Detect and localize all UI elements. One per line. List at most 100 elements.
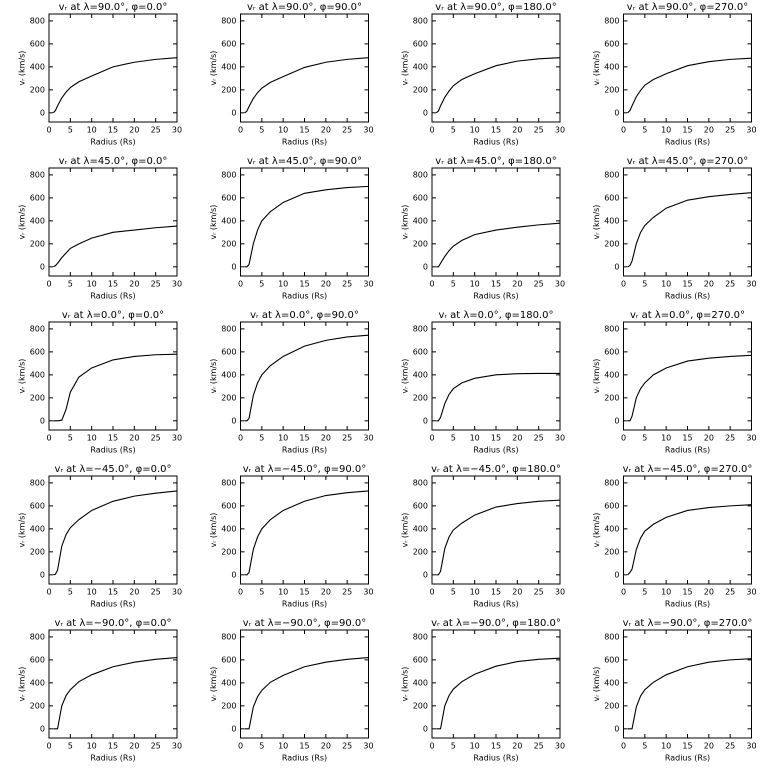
plot-frame (240, 629, 369, 739)
plot-frame (623, 475, 752, 585)
y-axis-label: vᵣ (km/s) (18, 513, 27, 548)
x-axis-label: Radius (Rs) (473, 138, 518, 147)
x-tick-label: 20 (704, 588, 714, 597)
x-tick-label: 25 (151, 588, 161, 597)
chart-title: vᵣ at λ=45.0°, φ=0.0° (59, 156, 168, 167)
y-axis-label: vᵣ (km/s) (209, 359, 218, 394)
data-line (244, 334, 369, 422)
y-tick-label: 800 (604, 632, 619, 641)
x-tick-label: 0 (429, 126, 434, 135)
x-tick-label: 5 (642, 434, 647, 443)
data-line (627, 354, 752, 422)
x-tick-label: 10 (87, 742, 97, 751)
y-tick-label: 600 (221, 655, 236, 664)
x-tick-label: 30 (363, 126, 373, 135)
x-tick-label: 25 (151, 126, 161, 135)
x-tick-label: 30 (746, 126, 756, 135)
y-tick-label: 800 (413, 170, 428, 179)
x-tick-label: 25 (534, 742, 544, 751)
x-tick-label: 5 (259, 280, 264, 289)
y-tick-label: 800 (221, 632, 236, 641)
chart-title: vᵣ at λ=−90.0°, φ=90.0° (243, 618, 366, 629)
x-tick-label: 0 (238, 434, 243, 443)
x-tick-label: 20 (129, 588, 139, 597)
y-tick-label: 800 (413, 632, 428, 641)
y-tick-label: 800 (221, 324, 236, 333)
x-tick-label: 0 (621, 280, 626, 289)
chart-title: vᵣ at λ=0.0°, φ=270.0° (630, 310, 745, 321)
plot-frame (431, 13, 561, 123)
y-tick-label: 600 (30, 39, 45, 48)
y-axis-label: vᵣ (km/s) (592, 359, 601, 394)
x-tick-label: 25 (725, 588, 735, 597)
y-axis-label: vᵣ (km/s) (592, 513, 601, 548)
y-tick-label: 600 (413, 501, 428, 510)
plot-frame (623, 13, 752, 123)
x-tick-label: 15 (108, 588, 118, 597)
x-axis-label: Radius (Rs) (282, 446, 327, 455)
x-tick-label: 30 (746, 280, 756, 289)
y-tick-label: 400 (221, 524, 236, 533)
x-tick-label: 15 (108, 742, 118, 751)
x-tick-label: 0 (46, 126, 51, 135)
y-axis-label: vᵣ (km/s) (209, 51, 218, 86)
x-tick-label: 5 (259, 742, 264, 751)
x-tick-label: 20 (321, 434, 331, 443)
x-tick-label: 25 (342, 434, 352, 443)
x-axis-label: Radius (Rs) (90, 446, 135, 455)
chart-title: vᵣ at λ=90.0°, φ=90.0° (247, 2, 362, 13)
x-tick-label: 30 (172, 742, 182, 751)
y-tick-label: 800 (604, 478, 619, 487)
y-tick-label: 200 (221, 701, 236, 710)
x-tick-label: 15 (491, 588, 501, 597)
x-tick-label: 0 (238, 126, 243, 135)
plot-frame (623, 321, 752, 431)
x-tick-label: 30 (555, 742, 565, 751)
x-tick-label: 5 (451, 742, 456, 751)
x-tick-label: 0 (429, 742, 434, 751)
y-tick-label: 400 (413, 216, 428, 225)
y-tick-label: 800 (604, 324, 619, 333)
data-line (244, 657, 369, 730)
x-tick-label: 5 (642, 742, 647, 751)
y-axis-label: vᵣ (km/s) (209, 205, 218, 240)
plot-frame (623, 167, 752, 277)
chart-title: vᵣ at λ=45.0°, φ=90.0° (247, 156, 362, 167)
x-tick-label: 25 (534, 588, 544, 597)
data-line (436, 499, 561, 576)
y-tick-label: 400 (30, 678, 45, 687)
y-tick-label: 400 (30, 216, 45, 225)
chart-title: vᵣ at λ=−45.0°, φ=180.0° (431, 464, 561, 475)
x-tick-label: 0 (46, 742, 51, 751)
x-tick-label: 20 (129, 280, 139, 289)
chart-title: vᵣ at λ=0.0°, φ=180.0° (438, 310, 553, 321)
x-axis-label: Radius (Rs) (90, 292, 135, 301)
y-tick-label: 400 (30, 370, 45, 379)
x-tick-label: 0 (46, 280, 51, 289)
y-tick-label: 600 (413, 39, 428, 48)
data-line (53, 225, 178, 268)
y-tick-label: 200 (413, 239, 428, 248)
y-tick-label: 800 (413, 16, 428, 25)
x-tick-label: 5 (451, 434, 456, 443)
y-axis-label: vᵣ (km/s) (18, 205, 27, 240)
x-tick-label: 0 (429, 588, 434, 597)
x-tick-label: 15 (299, 280, 309, 289)
x-tick-label: 25 (725, 434, 735, 443)
y-tick-label: 200 (30, 85, 45, 94)
x-tick-label: 5 (642, 126, 647, 135)
x-axis-label: Radius (Rs) (665, 292, 710, 301)
x-tick-label: 5 (259, 126, 264, 135)
y-tick-label: 600 (604, 193, 619, 202)
chart-title: vᵣ at λ=−45.0°, φ=90.0° (243, 464, 366, 475)
plot-frame (431, 475, 561, 585)
x-tick-label: 5 (451, 588, 456, 597)
data-line (436, 222, 561, 268)
plot-frame (48, 475, 178, 585)
x-axis-label: Radius (Rs) (90, 754, 135, 763)
y-tick-label: 800 (30, 170, 45, 179)
x-axis-label: Radius (Rs) (90, 600, 135, 609)
y-tick-label: 0 (423, 108, 428, 117)
data-line (627, 658, 752, 730)
x-tick-label: 20 (512, 742, 522, 751)
